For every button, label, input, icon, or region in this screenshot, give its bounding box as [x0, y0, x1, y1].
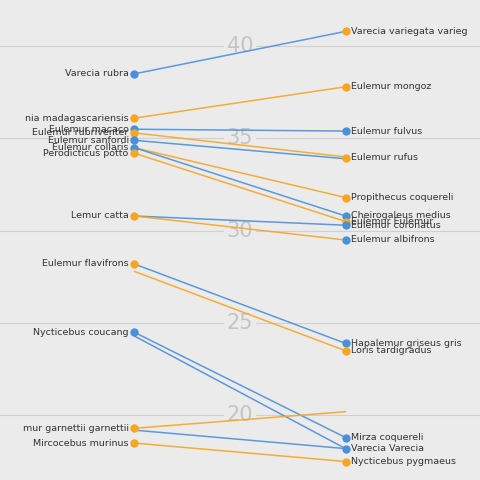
Text: nia madagascariensis: nia madagascariensis [25, 114, 129, 123]
Text: Eulemur collaris: Eulemur collaris [52, 143, 129, 152]
Text: mur garnettii garnettii: mur garnettii garnettii [23, 424, 129, 433]
Text: 20: 20 [227, 406, 253, 425]
Text: Eulemur macaco: Eulemur macaco [49, 125, 129, 134]
Text: Eulemur rubriventer: Eulemur rubriventer [32, 129, 129, 137]
Text: Eulemur coronatus: Eulemur coronatus [351, 221, 441, 230]
Text: Varecia Varecia: Varecia Varecia [351, 444, 424, 453]
Text: Loris tardigradus: Loris tardigradus [351, 346, 432, 355]
Text: 35: 35 [227, 129, 253, 148]
Text: Mirza coquereli: Mirza coquereli [351, 433, 424, 442]
Text: Nycticebus pygmaeus: Nycticebus pygmaeus [351, 457, 456, 466]
Text: Eulemur mongoz: Eulemur mongoz [351, 82, 432, 91]
Text: Cheirogaleus medius: Cheirogaleus medius [351, 212, 451, 220]
Text: Eulemur albifrons: Eulemur albifrons [351, 236, 435, 244]
Text: Lemur catta: Lemur catta [71, 212, 129, 220]
Text: Eulemur rufus: Eulemur rufus [351, 153, 419, 162]
Text: Varecia variegata varieg: Varecia variegata varieg [351, 27, 468, 36]
Text: Eulemur flavifrons: Eulemur flavifrons [42, 260, 129, 268]
Text: Varecia rubra: Varecia rubra [65, 69, 129, 78]
Text: 40: 40 [227, 36, 253, 56]
Text: 30: 30 [227, 221, 253, 241]
Text: Propithecus coquereli: Propithecus coquereli [351, 193, 454, 202]
Text: Eulemur Eulemur: Eulemur Eulemur [351, 217, 433, 226]
Text: Hapalemur griseus gris: Hapalemur griseus gris [351, 339, 462, 348]
Text: Perodicticus potto: Perodicticus potto [43, 149, 129, 158]
Text: Eulemur fulvus: Eulemur fulvus [351, 127, 422, 135]
Text: Mircocebus murinus: Mircocebus murinus [33, 439, 129, 447]
Text: 25: 25 [227, 313, 253, 333]
Text: Eulemur sanfordi: Eulemur sanfordi [48, 136, 129, 145]
Text: Nycticebus coucang: Nycticebus coucang [33, 328, 129, 337]
